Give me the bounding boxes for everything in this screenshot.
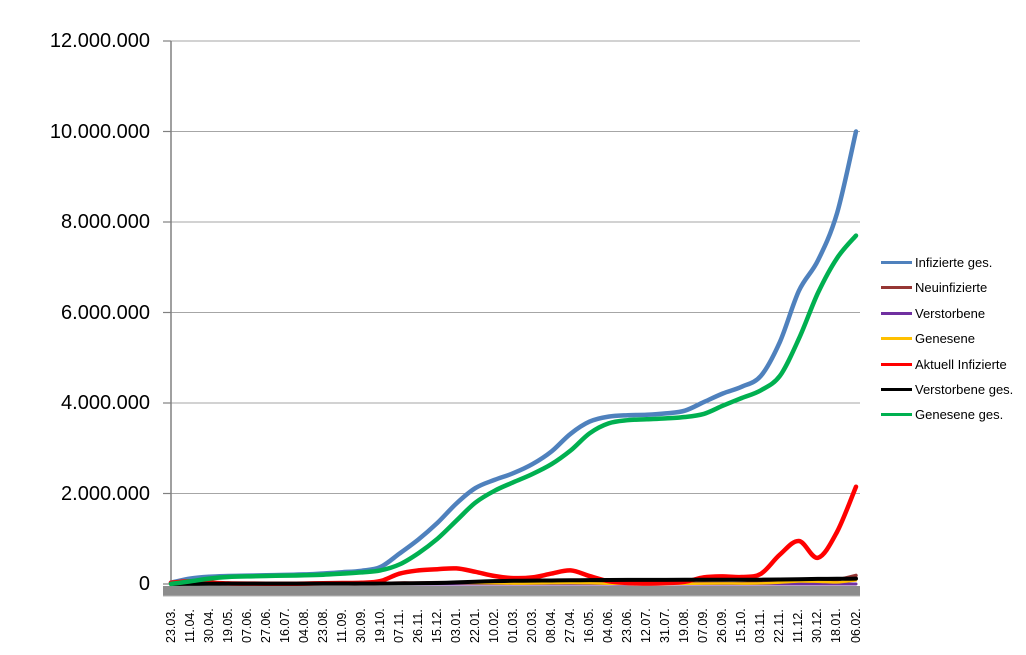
x-axis-tick-label: 07.09.: [696, 608, 711, 643]
x-axis-tick-label: 01.03.: [506, 608, 520, 643]
legend-item-verstorbene[interactable]: Verstorbene: [881, 301, 1026, 326]
legend-item-infizierte-ges[interactable]: Infizierte ges.: [881, 250, 1026, 275]
legend-label: Verstorbene: [915, 305, 986, 321]
y-axis-tick-label: 2.000.000: [61, 482, 150, 505]
x-axis-tick-label: 15.10.: [734, 608, 749, 643]
x-axis-tick-label: 30.12.: [810, 608, 825, 643]
x-axis-tick-label: 20.03.: [525, 608, 540, 643]
x-axis-tick-label: 26.09.: [715, 608, 730, 643]
legend-label: Infizierte ges.: [915, 255, 993, 270]
legend-label: Neuinfizierte: [915, 280, 988, 296]
x-axis-tick-label: 08.04.: [544, 608, 559, 643]
x-axis-tick-label: 30.04.: [201, 608, 216, 643]
series-line-aktuell-infizierte: [168, 484, 859, 586]
x-axis-tick-label: 23.06.: [620, 608, 635, 643]
x-axis-tick-label: 23.08.: [315, 608, 330, 643]
x-axis-tick-label: 10.02.: [486, 608, 501, 643]
legend-item-aktuell-infizierte[interactable]: Aktuell Infizierte: [881, 352, 1026, 377]
x-axis-tick-label: 06.02.: [848, 608, 863, 643]
x-axis-tick-label: 27.06.: [258, 608, 273, 643]
x-axis-tick-label: 15.12.: [429, 608, 444, 643]
legend-line-swatch: [881, 260, 912, 265]
x-axis-tick-label: 31.07.: [658, 608, 673, 643]
x-axis-tick-label: 22.11.: [772, 609, 787, 643]
y-axis-tick-label: 8.000.000: [61, 211, 150, 233]
legend-line-swatch: [881, 337, 912, 341]
x-axis-tick-label: 03.11.: [753, 609, 768, 643]
x-axis-tick-label: 16.05.: [582, 608, 597, 643]
x-axis-tick-label: 11.12.: [791, 609, 806, 643]
legend-item-verstorbene-ges[interactable]: Verstorbene ges.: [881, 377, 1026, 402]
x-axis-tick-label: 19.08.: [677, 608, 692, 643]
x-axis-tick-label: 19.05.: [220, 608, 235, 643]
x-axis-tick-label: 11.04.: [182, 609, 197, 643]
x-axis-tick-label: 19.10.: [372, 608, 387, 643]
x-axis-tick-label: 26.11.: [410, 609, 425, 643]
x-axis-tick-label: 30.09.: [353, 608, 368, 643]
y-axis-tick-label: 6.000.000: [61, 301, 150, 324]
x-axis-tick-label: 16.07.: [277, 608, 292, 643]
x-axis-tick-label: 11.09.: [334, 609, 349, 643]
legend-line-swatch: [881, 286, 912, 290]
series-line-genesene-ges: [168, 233, 859, 587]
legend-line-swatch: [881, 311, 912, 315]
x-axis-tick-label: 22.01.: [467, 608, 482, 643]
legend-line-swatch: [881, 413, 912, 417]
x-axis-tick-label: 07.06.: [239, 608, 254, 643]
x-axis-tick-label: 12.07.: [639, 608, 654, 643]
legend-label: Verstorbene ges.: [915, 382, 1014, 397]
x-axis-tick-label: 04.06.: [601, 608, 616, 643]
legend-label: Aktuell Infizierte: [915, 356, 1007, 372]
y-axis-tick-label: 10.000.000: [49, 120, 150, 143]
legend-label: Genesene ges.: [915, 407, 1004, 423]
x-axis-tick-label: 18.01.: [829, 608, 844, 643]
legend-item-genesene-ges[interactable]: Genesene ges.: [881, 402, 1026, 427]
x-axis-tick-label: 23.03.: [163, 608, 178, 643]
y-axis-tick-label: 0: [138, 573, 150, 595]
legend-item-neuinfizierte[interactable]: Neuinfizierte: [881, 275, 1026, 300]
legend-line-swatch: [881, 387, 912, 392]
y-axis-tick-label: 12.000.000: [49, 30, 150, 52]
legend-line-swatch: [881, 362, 912, 366]
legend-label: Genesene: [915, 331, 975, 347]
series-line-verstorbene-ges: [169, 576, 858, 586]
x-axis-tick-label: 04.08.: [296, 608, 311, 643]
y-axis-tick-label: 4.000.000: [61, 392, 150, 414]
x-axis-tick-label: 07.11.: [391, 609, 406, 643]
x-axis-tick-label: 03.01.: [448, 608, 463, 643]
x-axis-bar: [163, 586, 860, 596]
series-line-infizierte-ges: [168, 129, 859, 585]
legend-item-genesene[interactable]: Genesene: [881, 326, 1026, 351]
x-axis-tick-label: 27.04.: [563, 608, 578, 643]
